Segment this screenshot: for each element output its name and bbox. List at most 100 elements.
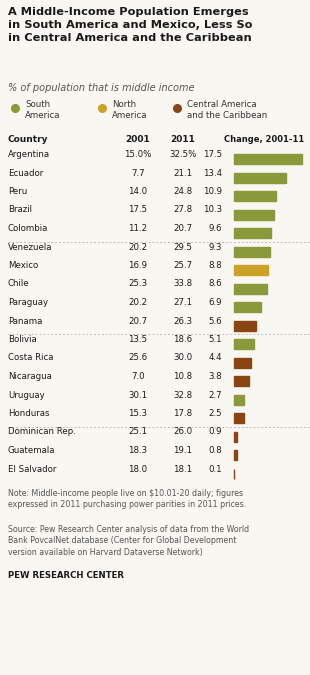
Text: 33.8: 33.8 — [173, 279, 193, 288]
Text: 24.8: 24.8 — [173, 187, 193, 196]
Text: 21.1: 21.1 — [173, 169, 193, 178]
Text: Honduras: Honduras — [8, 409, 50, 418]
Bar — [234, 302, 261, 312]
Text: 15.0%: 15.0% — [124, 150, 152, 159]
Text: Note: Middle-income people live on $10.01-20 daily; figures
expressed in 2011 pu: Note: Middle-income people live on $10.0… — [8, 489, 246, 510]
Bar — [234, 210, 274, 219]
Text: 20.2: 20.2 — [128, 242, 148, 252]
Text: 2.7: 2.7 — [208, 391, 222, 400]
Text: 14.0: 14.0 — [128, 187, 148, 196]
Text: Uruguay: Uruguay — [8, 391, 45, 400]
Text: Chile: Chile — [8, 279, 30, 288]
Text: 30.0: 30.0 — [173, 354, 193, 362]
Text: North
America: North America — [112, 100, 148, 119]
Text: 26.0: 26.0 — [173, 427, 193, 437]
Text: 5.6: 5.6 — [208, 317, 222, 325]
Text: 16.9: 16.9 — [129, 261, 148, 270]
Text: 7.0: 7.0 — [131, 372, 145, 381]
Text: 20.2: 20.2 — [128, 298, 148, 307]
Text: 32.5%: 32.5% — [169, 150, 197, 159]
Text: 18.6: 18.6 — [173, 335, 193, 344]
Text: 7.7: 7.7 — [131, 169, 145, 178]
Text: Change, 2001-11: Change, 2001-11 — [224, 135, 304, 144]
Bar — [234, 228, 271, 238]
Text: 11.2: 11.2 — [128, 224, 148, 233]
Text: 19.1: 19.1 — [174, 446, 193, 455]
Text: Peru: Peru — [8, 187, 27, 196]
Text: 0.8: 0.8 — [208, 446, 222, 455]
Text: 20.7: 20.7 — [173, 224, 193, 233]
Text: 0.9: 0.9 — [209, 427, 222, 437]
Text: 10.8: 10.8 — [173, 372, 193, 381]
Text: Guatemala: Guatemala — [8, 446, 55, 455]
Text: 27.8: 27.8 — [173, 205, 193, 215]
Text: PEW RESEARCH CENTER: PEW RESEARCH CENTER — [8, 571, 124, 580]
Text: 25.1: 25.1 — [128, 427, 148, 437]
Text: 8.8: 8.8 — [208, 261, 222, 270]
Text: 20.7: 20.7 — [128, 317, 148, 325]
Bar — [234, 377, 249, 386]
Text: 30.1: 30.1 — [128, 391, 148, 400]
Text: 9.3: 9.3 — [209, 242, 222, 252]
Bar — [234, 284, 268, 294]
Text: 13.5: 13.5 — [128, 335, 148, 344]
Text: 17.5: 17.5 — [203, 150, 222, 159]
Bar — [234, 247, 270, 256]
Text: 25.7: 25.7 — [173, 261, 193, 270]
Text: 10.3: 10.3 — [203, 205, 222, 215]
Bar — [234, 450, 237, 460]
Text: 13.4: 13.4 — [203, 169, 222, 178]
Bar — [234, 155, 302, 164]
Text: 27.1: 27.1 — [173, 298, 193, 307]
Text: 9.6: 9.6 — [209, 224, 222, 233]
Text: 3.8: 3.8 — [208, 372, 222, 381]
Text: South
America: South America — [25, 100, 60, 119]
Text: 17.8: 17.8 — [173, 409, 193, 418]
Text: Venezuela: Venezuela — [8, 242, 52, 252]
Text: El Salvador: El Salvador — [8, 464, 56, 473]
Text: 26.3: 26.3 — [173, 317, 193, 325]
Text: Mexico: Mexico — [8, 261, 38, 270]
Text: 5.1: 5.1 — [208, 335, 222, 344]
Bar — [234, 432, 237, 441]
Text: 25.6: 25.6 — [128, 354, 148, 362]
Text: Brazil: Brazil — [8, 205, 32, 215]
Bar — [234, 358, 251, 368]
Text: % of population that is middle income: % of population that is middle income — [8, 83, 194, 93]
Text: 15.3: 15.3 — [128, 409, 148, 418]
Text: Nicaragua: Nicaragua — [8, 372, 52, 381]
Bar — [234, 192, 276, 201]
Text: Bolivia: Bolivia — [8, 335, 37, 344]
Text: Colombia: Colombia — [8, 224, 48, 233]
Text: Central America
and the Caribbean: Central America and the Caribbean — [187, 100, 267, 119]
Bar — [234, 340, 254, 349]
Bar — [234, 321, 256, 331]
Text: A Middle-Income Population Emerges
in South America and Mexico, Less So
in Centr: A Middle-Income Population Emerges in So… — [8, 7, 252, 43]
Text: 8.6: 8.6 — [208, 279, 222, 288]
Text: 0.1: 0.1 — [208, 464, 222, 473]
Text: Country: Country — [8, 135, 48, 144]
Bar — [234, 395, 245, 404]
Text: Ecuador: Ecuador — [8, 169, 43, 178]
Text: 4.4: 4.4 — [208, 354, 222, 362]
Text: 17.5: 17.5 — [128, 205, 148, 215]
Text: Panama: Panama — [8, 317, 42, 325]
Text: 2001: 2001 — [126, 135, 150, 144]
Text: 2.5: 2.5 — [208, 409, 222, 418]
Text: 2011: 2011 — [170, 135, 195, 144]
Bar — [234, 265, 268, 275]
Text: 6.9: 6.9 — [209, 298, 222, 307]
Text: 18.3: 18.3 — [128, 446, 148, 455]
Text: 18.1: 18.1 — [173, 464, 193, 473]
Text: 25.3: 25.3 — [128, 279, 148, 288]
Text: 18.0: 18.0 — [128, 464, 148, 473]
Text: 29.5: 29.5 — [174, 242, 193, 252]
Text: 10.9: 10.9 — [203, 187, 222, 196]
Text: Dominican Rep.: Dominican Rep. — [8, 427, 76, 437]
Text: Argentina: Argentina — [8, 150, 50, 159]
Bar — [234, 173, 286, 182]
Text: 32.8: 32.8 — [173, 391, 193, 400]
Bar — [234, 414, 244, 423]
Text: Source: Pew Research Center analysis of data from the World
Bank PovcalNet datab: Source: Pew Research Center analysis of … — [8, 525, 249, 557]
Text: Costa Rica: Costa Rica — [8, 354, 54, 362]
